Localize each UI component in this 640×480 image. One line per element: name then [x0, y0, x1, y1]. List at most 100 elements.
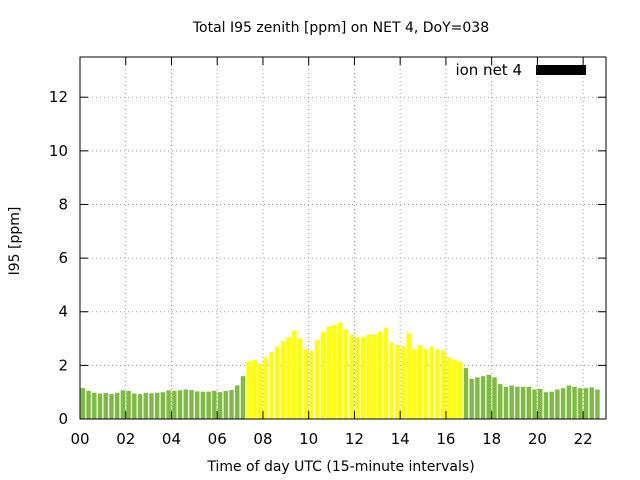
bar-high	[246, 361, 251, 419]
bar-high	[252, 360, 257, 419]
bar-high	[257, 364, 263, 419]
bar	[103, 392, 108, 419]
bar	[560, 388, 566, 419]
x-tick-label: 06	[208, 430, 227, 448]
bar	[80, 388, 86, 419]
grid	[80, 57, 606, 419]
bar	[126, 390, 131, 419]
bar	[177, 390, 183, 419]
bar	[503, 386, 509, 419]
x-tick-label: 00	[70, 430, 89, 448]
bar	[223, 390, 229, 419]
x-tick-label: 18	[482, 430, 501, 448]
bar	[120, 390, 126, 419]
bar	[109, 394, 114, 419]
bar	[172, 390, 177, 419]
bar-high	[395, 345, 400, 419]
bar-high	[412, 349, 417, 419]
y-tick-label: 10	[49, 142, 68, 160]
y-tick-label: 0	[58, 410, 68, 428]
bar	[206, 391, 211, 419]
bar-high	[383, 327, 389, 419]
bar-series	[80, 322, 600, 419]
bar	[497, 384, 503, 419]
bar-high	[315, 339, 320, 419]
bar-high	[372, 334, 377, 419]
bar	[589, 387, 594, 419]
axis-ticks	[79, 57, 606, 420]
x-tick-label: 02	[116, 430, 135, 448]
bar-high	[269, 351, 274, 419]
bar-high	[429, 346, 434, 419]
bar	[595, 389, 600, 419]
bar	[463, 368, 469, 419]
bar-high	[309, 350, 314, 419]
bar-high	[389, 342, 394, 419]
bar-high	[423, 349, 429, 419]
bar-high	[400, 346, 406, 419]
x-axis-label: Time of day UTC (15-minute intervals)	[206, 459, 474, 475]
bar	[217, 392, 223, 419]
y-axis-label: I95 [ppm]	[7, 207, 23, 276]
legend: ion net 4	[455, 61, 586, 79]
bar	[154, 392, 160, 419]
bar	[97, 393, 103, 419]
x-tick-label: 04	[162, 430, 181, 448]
bar-high	[452, 360, 457, 419]
bar	[578, 388, 583, 419]
bar-high	[360, 337, 366, 419]
bar	[543, 392, 549, 419]
chart-title: Total I95 zenith [ppm] on NET 4, DoY=038	[192, 20, 489, 36]
bar	[469, 378, 474, 419]
bar	[480, 376, 486, 419]
bar-high	[406, 333, 411, 419]
y-tick-label: 2	[58, 356, 68, 374]
bar	[566, 385, 572, 419]
bar	[532, 389, 537, 419]
bar	[137, 394, 143, 419]
bar-high	[446, 357, 452, 419]
bar-high	[292, 330, 297, 419]
x-tick-labels: 00 02 04 06 08 10 12 14 16 18 20 22	[70, 430, 592, 448]
x-tick-label: 20	[528, 430, 547, 448]
x-tick-label: 16	[436, 430, 455, 448]
bar-high	[435, 349, 440, 419]
bar	[149, 393, 154, 419]
bar	[212, 390, 217, 419]
plot-frame	[79, 56, 607, 420]
bar	[143, 392, 148, 419]
bar-high	[297, 338, 303, 419]
bar	[194, 391, 200, 419]
bar	[520, 386, 526, 419]
bar	[538, 388, 543, 419]
bar	[583, 388, 589, 419]
bar	[515, 386, 520, 419]
bar-high	[343, 329, 349, 419]
bar	[240, 376, 246, 419]
y-tick-label: 12	[49, 88, 68, 106]
bar	[200, 391, 206, 419]
bar	[526, 386, 532, 419]
bar-high	[303, 349, 309, 419]
bar-high	[320, 331, 326, 419]
bar	[572, 386, 577, 419]
x-tick-label: 14	[391, 430, 410, 448]
bar-high	[377, 331, 383, 419]
y-tick-label: 8	[58, 195, 68, 213]
bar	[160, 392, 166, 419]
bar-high	[417, 345, 423, 419]
bar	[183, 389, 189, 419]
bar	[166, 390, 171, 419]
x-tick-label: 08	[253, 430, 272, 448]
bar	[549, 391, 554, 419]
bar	[555, 389, 560, 419]
bar	[92, 392, 97, 419]
bar-high	[337, 322, 343, 419]
bar-high	[286, 337, 291, 419]
bar	[234, 385, 240, 419]
y-tick-label: 4	[58, 303, 68, 321]
y-tick-label: 6	[58, 249, 68, 267]
bar	[486, 374, 492, 419]
bar	[475, 377, 480, 419]
